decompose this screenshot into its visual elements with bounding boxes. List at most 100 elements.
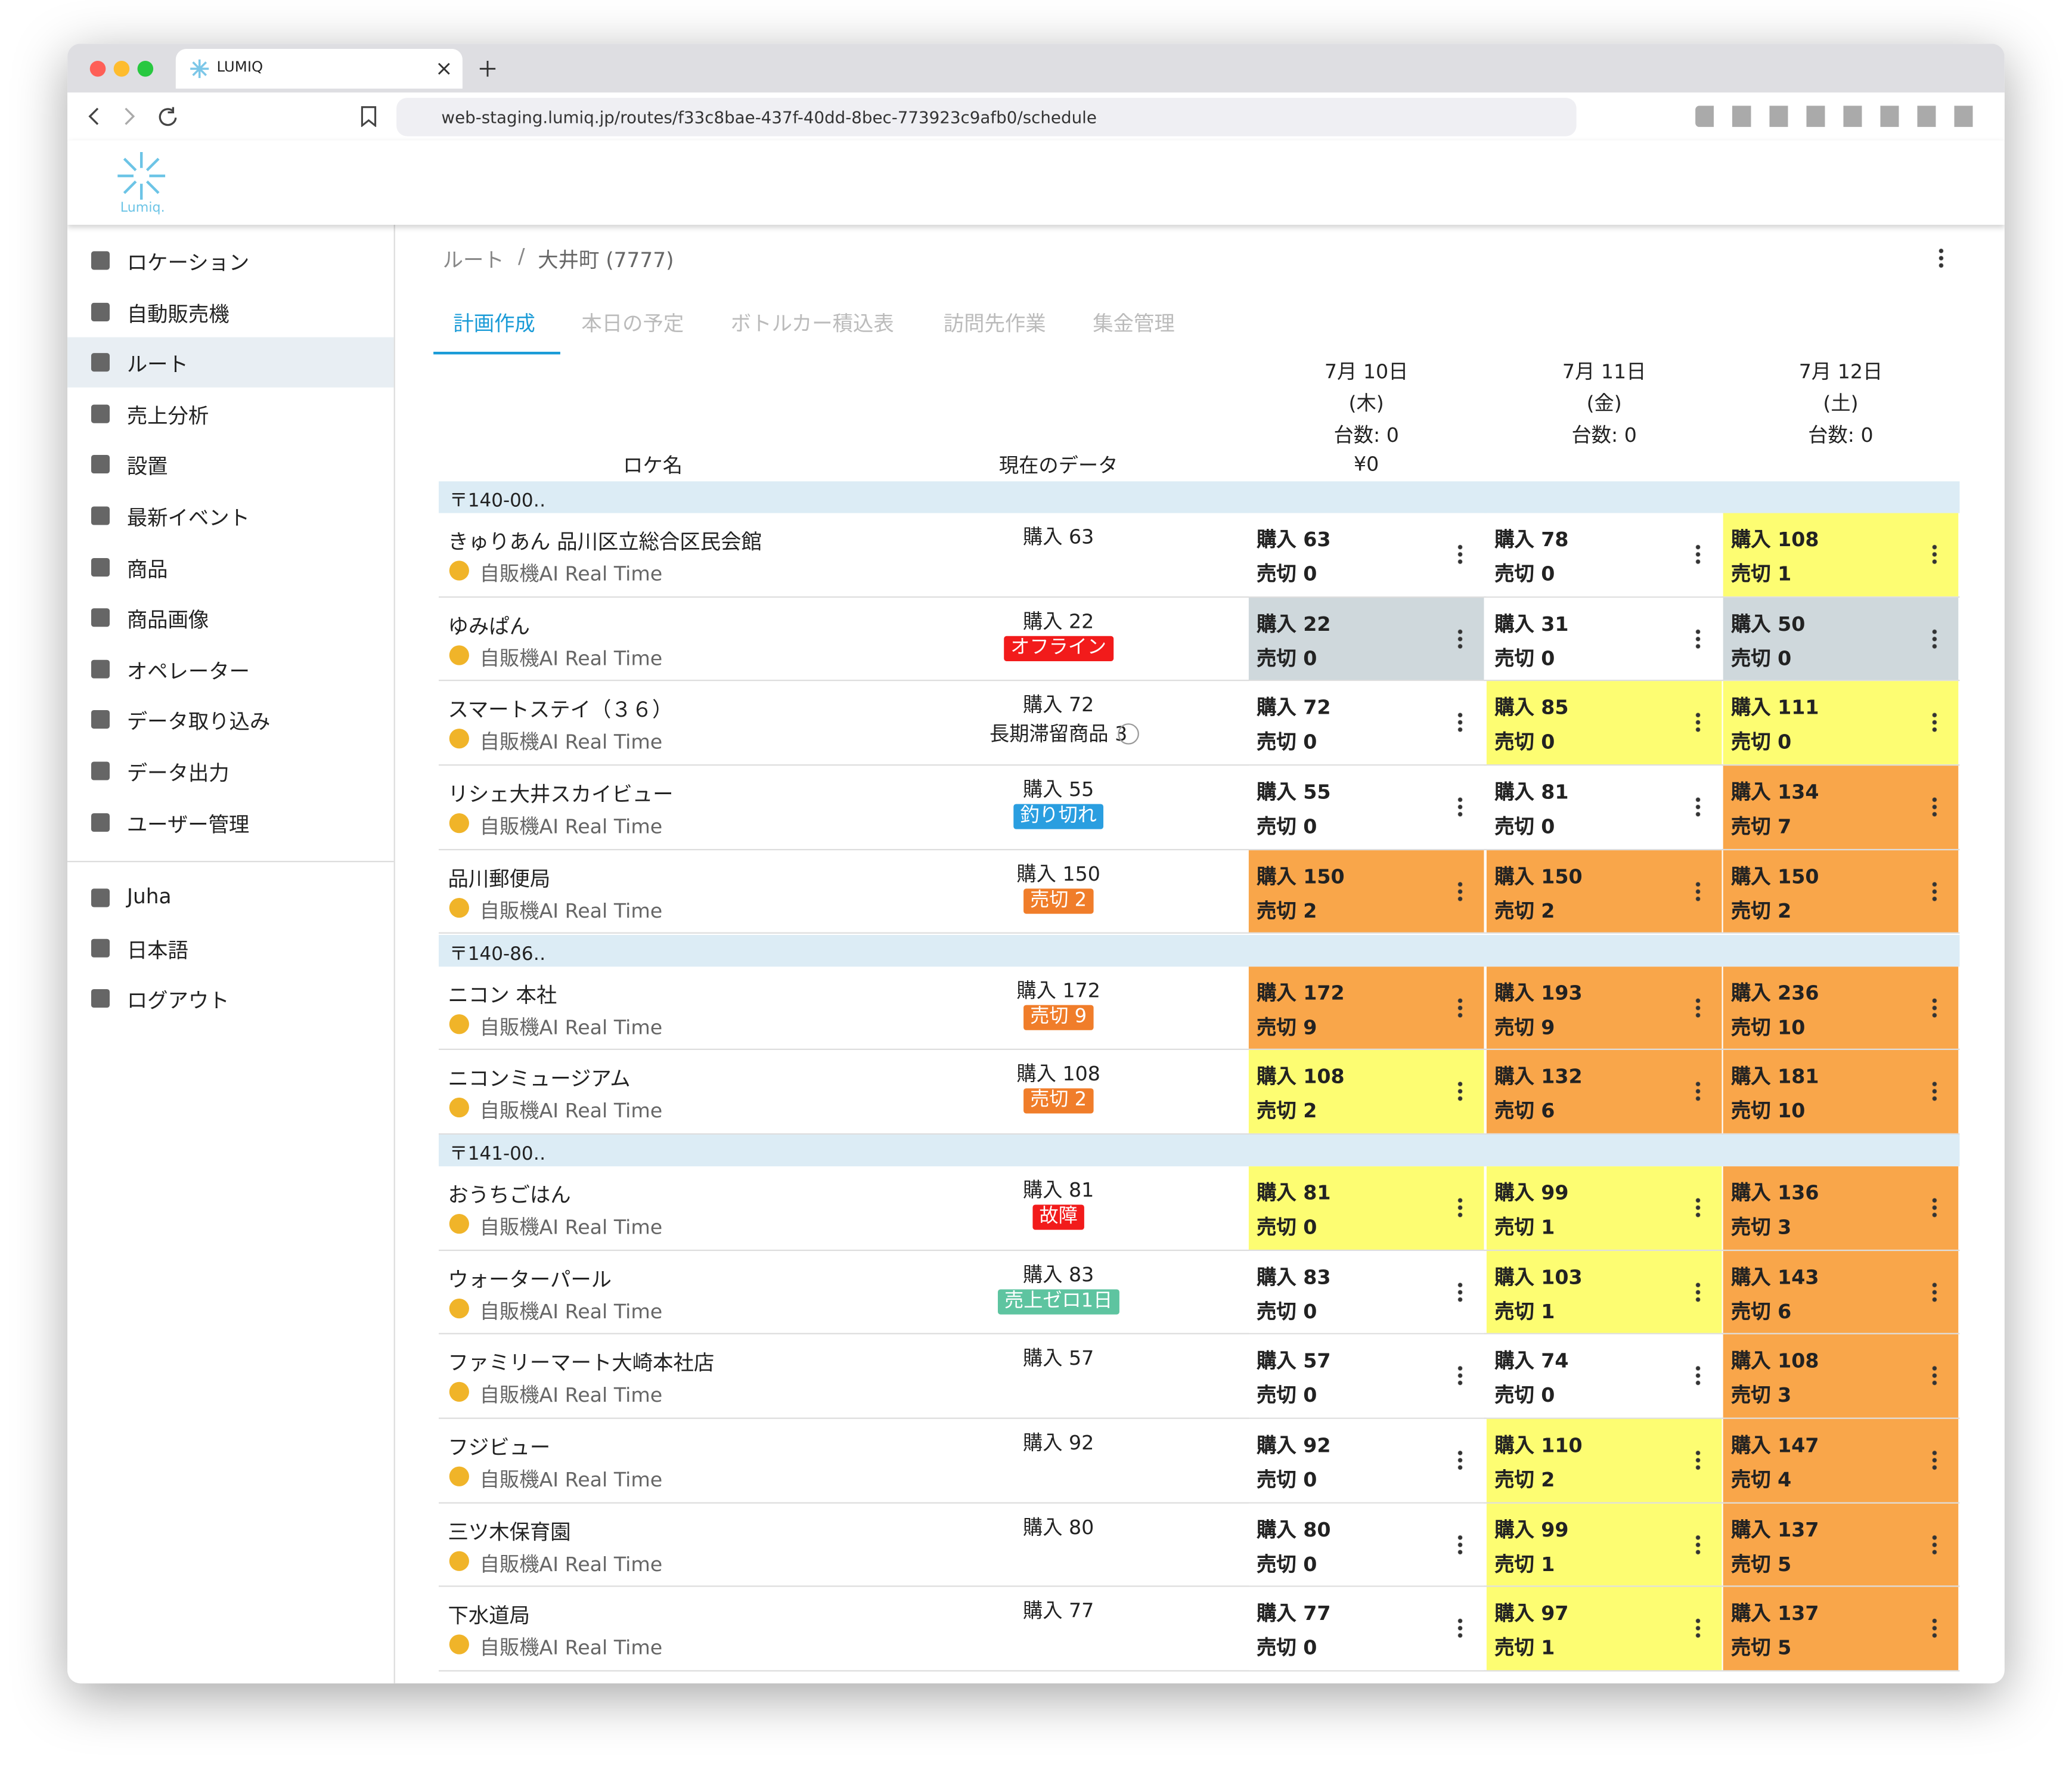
schedule-cell[interactable] — [1486, 850, 1722, 933]
user-item[interactable]: 日本語 — [126, 938, 188, 963]
row[interactable] — [438, 1419, 1960, 1504]
cell-menu[interactable] — [1457, 880, 1463, 902]
nav-item[interactable]: 最新イベント — [126, 506, 250, 531]
location-name[interactable]: 品川郵便局 — [448, 867, 551, 891]
nav-item[interactable]: オペレーター — [126, 659, 250, 684]
nav-item[interactable]: 商品画像 — [126, 608, 209, 633]
cell-menu[interactable] — [1457, 627, 1463, 649]
schedule-cell[interactable] — [1723, 1250, 1959, 1334]
schedule-cell[interactable] — [1248, 966, 1484, 1049]
location-name[interactable]: きゅりあん 品川区立総合区民会館 — [448, 530, 762, 554]
cell-menu[interactable] — [1931, 996, 1937, 1018]
cell-menu[interactable] — [1457, 796, 1463, 817]
nav-item[interactable]: 売上分析 — [126, 404, 209, 429]
nav-item[interactable]: データ取り込み — [126, 710, 271, 735]
cell-menu[interactable] — [1931, 1080, 1937, 1102]
row[interactable] — [438, 850, 1960, 934]
nav-item[interactable]: 商品 — [126, 557, 168, 581]
cell-menu[interactable] — [1695, 996, 1701, 1018]
cell-menu[interactable] — [1931, 880, 1937, 902]
row[interactable] — [438, 597, 1960, 682]
cell-menu[interactable] — [1457, 1449, 1463, 1471]
location-name[interactable]: フジビュー — [448, 1436, 551, 1460]
schedule-cell[interactable] — [1486, 681, 1722, 765]
schedule-cell[interactable] — [1486, 766, 1722, 849]
schedule-cell[interactable] — [1486, 1418, 1722, 1502]
schedule-cell[interactable] — [1248, 1418, 1484, 1502]
schedule-cell[interactable] — [1486, 1250, 1722, 1334]
max-dot[interactable] — [137, 61, 154, 77]
cell-menu[interactable] — [1931, 1365, 1937, 1387]
cell-menu[interactable] — [1695, 1534, 1701, 1555]
nav-item[interactable]: 自動販売機 — [126, 302, 229, 326]
page-menu[interactable] — [1938, 247, 1944, 269]
user-item[interactable]: Juha — [126, 884, 172, 909]
schedule-cell[interactable] — [1723, 1334, 1959, 1418]
cell-menu[interactable] — [1457, 1196, 1463, 1218]
cell-menu[interactable] — [1457, 1365, 1463, 1387]
cell-menu[interactable] — [1457, 543, 1463, 565]
nav-item[interactable]: ユーザー管理 — [126, 813, 250, 837]
cell-menu[interactable] — [1931, 1281, 1937, 1302]
nav-item[interactable]: データ出力 — [126, 761, 229, 786]
location-name[interactable]: リシェ大井スカイビュー — [448, 783, 674, 807]
nav-item[interactable]: ルート — [126, 353, 188, 377]
schedule-cell[interactable] — [1248, 597, 1484, 680]
cell-menu[interactable] — [1931, 1534, 1937, 1555]
schedule-cell[interactable] — [1723, 1418, 1959, 1502]
tab[interactable]: ボトルカー積込表 — [730, 312, 894, 336]
cell-menu[interactable] — [1931, 1449, 1937, 1471]
location-name[interactable]: ファミリーマート大崎本社店 — [448, 1352, 715, 1376]
schedule-cell[interactable] — [1486, 1587, 1722, 1671]
cell-menu[interactable] — [1457, 996, 1463, 1018]
location-name[interactable]: ニコンミュージアム — [448, 1067, 631, 1092]
tab[interactable]: 計画作成 — [453, 312, 535, 336]
cell-menu[interactable] — [1457, 1618, 1463, 1639]
schedule-cell[interactable] — [1248, 1334, 1484, 1418]
breadcrumb-parent[interactable]: ルート — [442, 248, 504, 272]
tab[interactable]: 本日の予定 — [581, 312, 684, 336]
cell-menu[interactable] — [1931, 712, 1937, 733]
schedule-cell[interactable] — [1723, 766, 1959, 849]
row[interactable] — [438, 766, 1960, 850]
row[interactable] — [438, 1166, 1960, 1251]
location-name[interactable]: 下水道局 — [448, 1604, 530, 1629]
schedule-cell[interactable] — [1248, 766, 1484, 849]
schedule-cell[interactable] — [1486, 1503, 1722, 1587]
schedule-cell[interactable] — [1723, 1166, 1959, 1249]
cell-menu[interactable] — [1695, 1196, 1701, 1218]
nav-item[interactable]: 設置 — [126, 455, 168, 479]
schedule-cell[interactable] — [1248, 850, 1484, 933]
nav-buttons[interactable] — [86, 106, 218, 126]
tab-close[interactable] — [438, 62, 451, 75]
cell-menu[interactable] — [1695, 1281, 1701, 1302]
cell-menu[interactable] — [1457, 1281, 1463, 1302]
location-name[interactable]: おうちごはん — [448, 1183, 571, 1207]
schedule-cell[interactable] — [1723, 850, 1959, 933]
cell-menu[interactable] — [1931, 796, 1937, 817]
cell-menu[interactable] — [1695, 712, 1701, 733]
schedule-cell[interactable] — [1248, 1503, 1484, 1587]
tab[interactable]: 集金管理 — [1093, 312, 1175, 336]
min-dot[interactable] — [113, 61, 130, 77]
schedule-cell[interactable] — [1248, 1050, 1484, 1133]
location-name[interactable]: ウォーターパール — [448, 1268, 612, 1291]
cell-menu[interactable] — [1695, 1618, 1701, 1639]
location-name[interactable]: ゆみぱん — [448, 614, 530, 639]
row[interactable] — [438, 513, 1960, 597]
cell-menu[interactable] — [1931, 543, 1937, 565]
row[interactable] — [438, 966, 1960, 1051]
tab[interactable] — [175, 49, 463, 89]
location-name[interactable]: ニコン 本社 — [448, 983, 557, 1007]
cell-menu[interactable] — [1695, 1365, 1701, 1387]
url[interactable]: web-staging.lumiq.jp/routes/f33c8bae-437… — [441, 107, 1097, 127]
schedule-cell[interactable] — [1486, 966, 1722, 1049]
cell-menu[interactable] — [1457, 712, 1463, 733]
schedule-cell[interactable] — [1723, 966, 1959, 1049]
schedule-cell[interactable] — [1723, 1587, 1959, 1671]
bookmark[interactable] — [361, 106, 377, 127]
cell-menu[interactable] — [1695, 1080, 1701, 1102]
row[interactable] — [438, 1335, 1960, 1419]
row[interactable] — [438, 1503, 1960, 1588]
cell-menu[interactable] — [1695, 543, 1701, 565]
